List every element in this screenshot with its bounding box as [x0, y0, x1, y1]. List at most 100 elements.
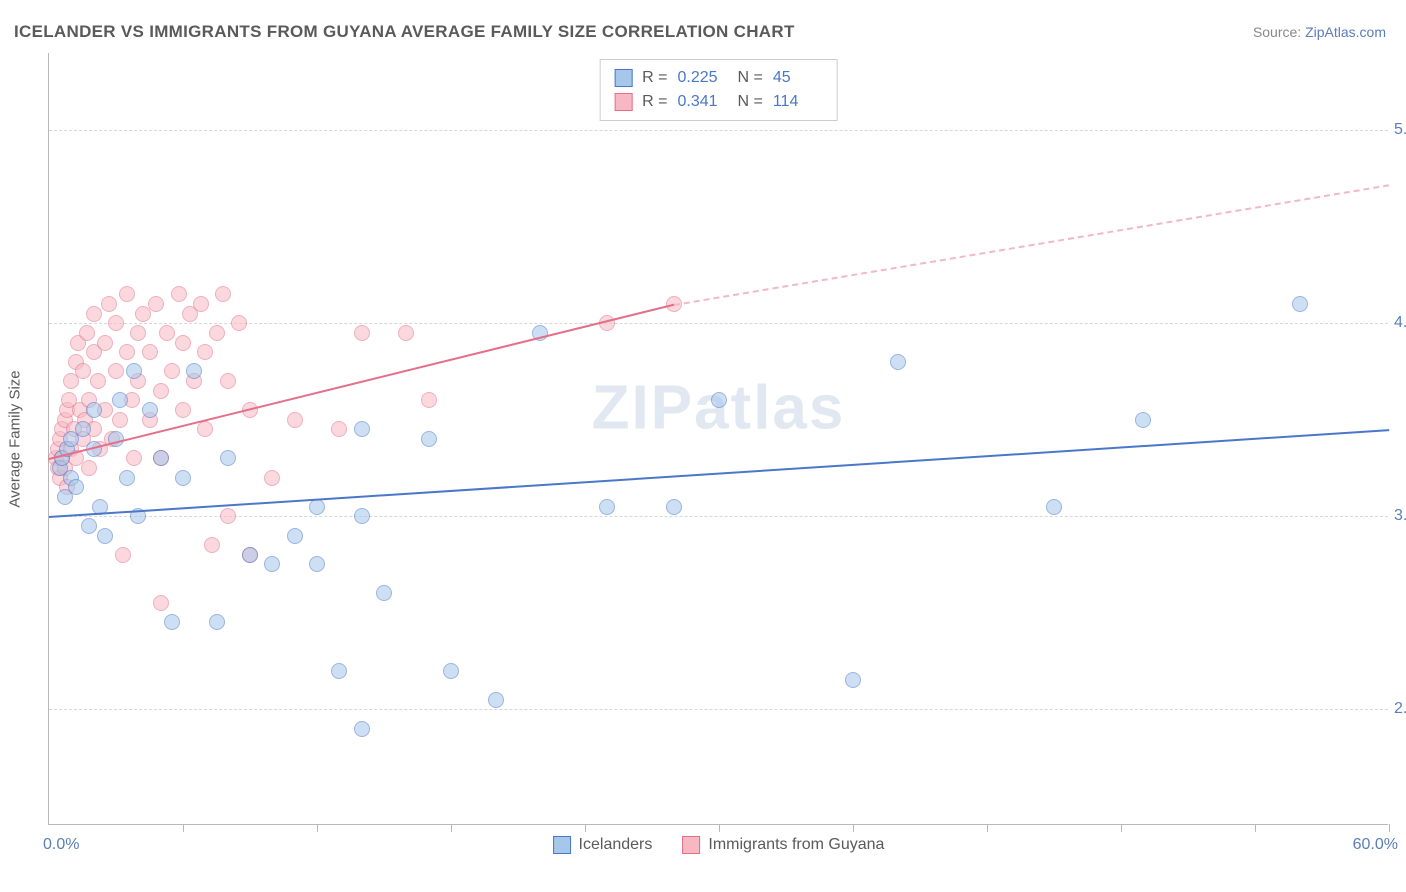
data-point	[331, 421, 347, 437]
data-point	[488, 692, 504, 708]
y-tick-label: 3.00	[1394, 507, 1406, 525]
data-point	[599, 499, 615, 515]
r-value-series1: 0.225	[678, 66, 728, 90]
data-point	[86, 306, 102, 322]
data-point	[220, 450, 236, 466]
data-point	[79, 325, 95, 341]
data-point	[101, 296, 117, 312]
data-point	[90, 373, 106, 389]
swatch-series1	[553, 836, 571, 854]
data-point	[287, 412, 303, 428]
source-link[interactable]: ZipAtlas.com	[1305, 24, 1386, 40]
x-tick	[317, 824, 318, 832]
data-point	[220, 508, 236, 524]
data-point	[142, 344, 158, 360]
data-point	[354, 325, 370, 341]
data-point	[204, 537, 220, 553]
swatch-series1	[614, 69, 632, 87]
data-point	[421, 431, 437, 447]
x-tick	[987, 824, 988, 832]
data-point	[171, 286, 187, 302]
data-point	[175, 470, 191, 486]
y-tick-label: 5.00	[1394, 121, 1406, 139]
data-point	[231, 315, 247, 331]
gridline	[49, 130, 1388, 131]
x-tick	[1121, 824, 1122, 832]
data-point	[845, 672, 861, 688]
gridline	[49, 323, 1388, 324]
data-point	[148, 296, 164, 312]
data-point	[186, 363, 202, 379]
data-point	[81, 460, 97, 476]
data-point	[242, 547, 258, 563]
swatch-series2	[614, 93, 632, 111]
data-point	[75, 421, 91, 437]
n-value-series2: 114	[773, 90, 823, 114]
data-point	[175, 335, 191, 351]
data-point	[126, 363, 142, 379]
x-tick	[719, 824, 720, 832]
legend-item-series1: Icelanders	[553, 836, 653, 854]
data-point	[153, 383, 169, 399]
source-prefix: Source:	[1253, 24, 1305, 40]
data-point	[890, 354, 906, 370]
data-point	[97, 335, 113, 351]
x-tick	[853, 824, 854, 832]
scatter-plot: Average Family Size ZIPatlas R = 0.225 N…	[48, 53, 1388, 825]
data-point	[443, 663, 459, 679]
x-tick	[1255, 824, 1256, 832]
y-axis-title: Average Family Size	[7, 370, 24, 507]
trend-line	[49, 429, 1389, 518]
data-point	[309, 556, 325, 572]
legend-item-series2: Immigrants from Guyana	[682, 836, 884, 854]
swatch-series2	[682, 836, 700, 854]
data-point	[97, 528, 113, 544]
data-point	[126, 450, 142, 466]
data-point	[376, 585, 392, 601]
data-point	[220, 373, 236, 389]
data-point	[119, 344, 135, 360]
r-label: R =	[642, 90, 667, 114]
x-axis-min-label: 0.0%	[43, 836, 79, 854]
legend-label-series2: Immigrants from Guyana	[708, 836, 884, 854]
data-point	[153, 595, 169, 611]
data-point	[108, 315, 124, 331]
r-value-series2: 0.341	[678, 90, 728, 114]
data-point	[112, 392, 128, 408]
data-point	[711, 392, 727, 408]
data-point	[421, 392, 437, 408]
data-point	[354, 421, 370, 437]
data-point	[108, 363, 124, 379]
data-point	[193, 296, 209, 312]
data-point	[81, 518, 97, 534]
data-point	[398, 325, 414, 341]
data-point	[68, 479, 84, 495]
data-point	[75, 363, 91, 379]
n-value-series1: 45	[773, 66, 823, 90]
data-point	[142, 402, 158, 418]
data-point	[112, 412, 128, 428]
x-axis-max-label: 60.0%	[1353, 836, 1398, 854]
stats-row-series1: R = 0.225 N = 45	[614, 66, 823, 90]
data-point	[1135, 412, 1151, 428]
data-point	[666, 499, 682, 515]
data-point	[164, 363, 180, 379]
chart-title: ICELANDER VS IMMIGRANTS FROM GUYANA AVER…	[14, 22, 795, 42]
data-point	[153, 450, 169, 466]
gridline	[49, 516, 1388, 517]
x-tick	[451, 824, 452, 832]
data-point	[197, 344, 213, 360]
correlation-stats-box: R = 0.225 N = 45 R = 0.341 N = 114	[599, 59, 838, 121]
data-point	[215, 286, 231, 302]
data-point	[209, 325, 225, 341]
data-point	[130, 325, 146, 341]
r-label: R =	[642, 66, 667, 90]
data-point	[175, 402, 191, 418]
data-point	[287, 528, 303, 544]
data-point	[264, 556, 280, 572]
data-point	[354, 508, 370, 524]
n-label: N =	[738, 90, 763, 114]
x-tick	[585, 824, 586, 832]
gridline	[49, 709, 1388, 710]
data-point	[164, 614, 180, 630]
